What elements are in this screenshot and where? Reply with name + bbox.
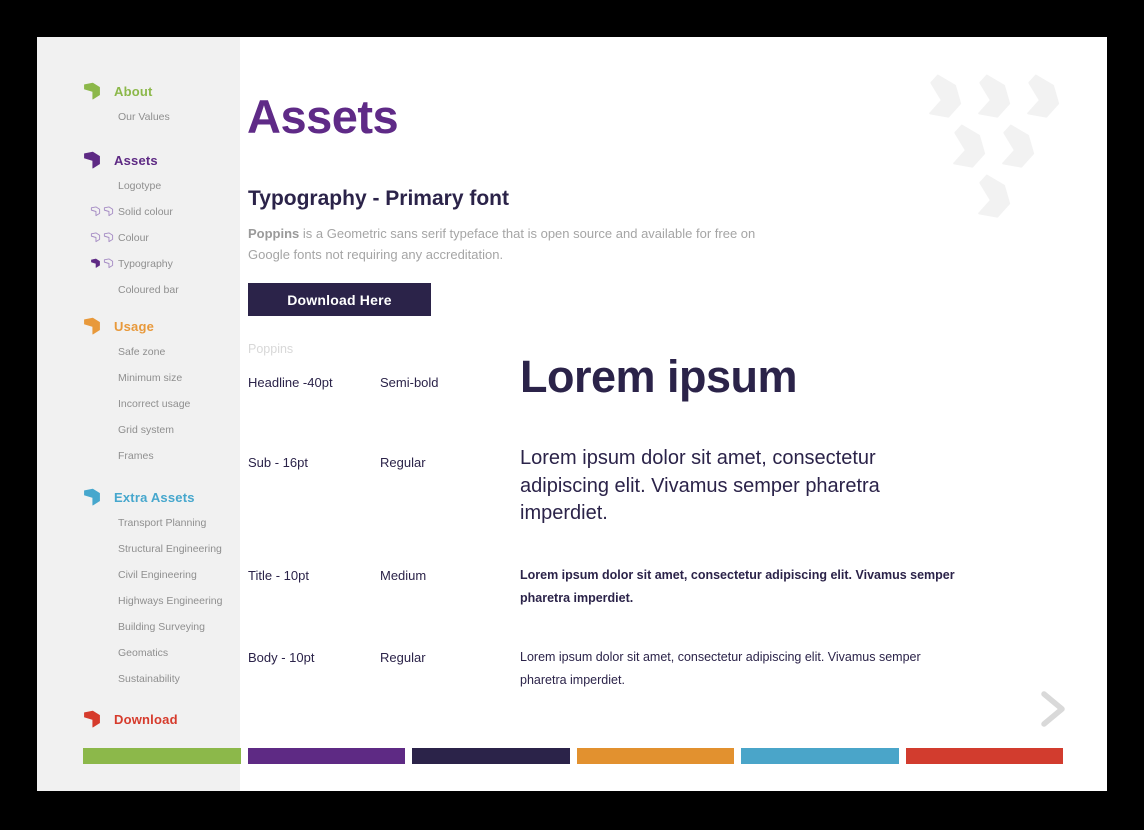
download-here-button[interactable]: Download Here (248, 283, 431, 316)
sidebar-item-building-surveying[interactable]: Building Surveying (118, 621, 205, 633)
brand-watermark (909, 71, 1107, 271)
sample-title: Lorem ipsum dolor sit amet, consectetur … (520, 564, 955, 610)
colour-bar-blue (741, 748, 899, 764)
sample-line: Lorem ipsum (520, 351, 798, 402)
sidebar-item-safe-zone[interactable]: Safe zone (118, 346, 166, 358)
sample-line: Lorem ipsum dolor sit amet, consectetur … (520, 568, 955, 582)
sidebar-item-geomatics[interactable]: Geomatics (118, 647, 169, 659)
main-content: Assets Typography - Primary font Poppins… (37, 37, 1107, 791)
spec-weight-sub: Regular (380, 455, 426, 470)
sample-line: Lorem ipsum dolor sit amet, consectetur (520, 447, 876, 469)
watermark-chevron-icon (957, 67, 1021, 131)
brand-guideline-page: About Our Values Assets Logotype Solid c… (37, 37, 1107, 791)
spec-name-sub: Sub - 16pt (248, 455, 308, 470)
spec-name-body: Body - 10pt (248, 650, 315, 665)
chevron-right-icon (1041, 691, 1065, 727)
sample-line: imperdiet. (520, 502, 608, 525)
sidebar-section-label: Download (114, 711, 178, 727)
sidebar-item-label: Solid colour (118, 206, 173, 218)
sidebar-item-sustainability[interactable]: Sustainability (118, 673, 180, 685)
colour-bar-green (83, 748, 241, 764)
sidebar-section-about[interactable]: About (37, 78, 240, 104)
intro-line1: is a Geometric sans serif typeface that … (299, 226, 756, 241)
sidebar-item-frames[interactable]: Frames (118, 450, 154, 462)
sample-line: pharetra imperdiet. (520, 673, 625, 688)
colour-bar-navy (412, 748, 570, 764)
sidebar-item-transport-planning[interactable]: Transport Planning (118, 517, 207, 529)
watermark-chevron-icon (1006, 67, 1070, 131)
colour-bar-orange (576, 748, 734, 764)
sample-headline: Lorem ipsum (520, 351, 798, 402)
spec-name-headline: Headline -40pt (248, 375, 333, 390)
intro-paragraph: Poppins is a Geometric sans serif typefa… (248, 223, 755, 266)
sidebar-section-label: Extra Assets (114, 489, 195, 505)
spec-weight-title: Medium (380, 568, 427, 583)
sidebar-section-usage[interactable]: Usage (37, 313, 240, 339)
watermark-chevron-icon (957, 167, 1021, 231)
sidebar-section-label: Assets (114, 152, 158, 168)
sidebar-section-download[interactable]: Download (37, 706, 240, 732)
sidebar-section-extra-assets[interactable]: Extra Assets (37, 484, 240, 510)
watermark-chevron-icon (932, 117, 996, 181)
sidebar-item-structural-engineering[interactable]: Structural Engineering (118, 543, 222, 555)
sidebar-item-civil-engineering[interactable]: Civil Engineering (118, 569, 197, 581)
sidebar-item-highways-engineering[interactable]: Highways Engineering (118, 595, 223, 607)
sidebar-item-incorrect-usage[interactable]: Incorrect usage (118, 398, 191, 410)
sample-sub: Lorem ipsum dolor sit amet, consectetur … (520, 445, 880, 528)
colour-bar-purple (247, 748, 405, 764)
intro-line2: Google fonts not requiring any accredita… (248, 247, 504, 263)
sidebar-item-coloured-bar[interactable]: Coloured bar (118, 284, 179, 296)
brand-colour-bars (83, 748, 1063, 764)
sidebar-item-label: Typography (118, 258, 173, 270)
sample-body: Lorem ipsum dolor sit amet, consectetur … (520, 646, 921, 692)
sidebar-item-logotype[interactable]: Logotype (118, 180, 162, 192)
spec-name-title: Title - 10pt (248, 568, 309, 583)
spec-weight-headline: Semi-bold (380, 375, 439, 390)
page-title: Assets (247, 90, 399, 143)
spec-weight-body: Regular (380, 650, 426, 665)
sidebar-section-assets[interactable]: Assets (37, 147, 240, 173)
sidebar-section-label: Usage (114, 318, 155, 334)
sample-line: pharetra imperdiet. (520, 591, 634, 606)
sidebar-item-solid-colour[interactable]: Solid colour (37, 199, 240, 225)
colour-bar-red (905, 748, 1063, 764)
sidebar-item-typography-active[interactable]: Typography (37, 251, 240, 277)
section-heading: Typography - Primary font (248, 187, 509, 210)
sidebar-item-minimum-size[interactable]: Minimum size (118, 372, 183, 384)
next-page-button[interactable] (1038, 690, 1070, 730)
sidebar-item-our-values[interactable]: Our Values (118, 111, 170, 123)
watermark-chevron-icon (981, 117, 1045, 181)
watermark-chevron-icon (908, 67, 972, 131)
sidebar-item-label: Colour (118, 232, 149, 244)
sidebar-item-colour[interactable]: Colour (37, 225, 240, 251)
sample-line: adipiscing elit. Vivamus semper pharetra (520, 474, 880, 497)
sidebar-nav: About Our Values Assets Logotype Solid c… (37, 37, 240, 791)
sidebar-section-label: About (114, 83, 153, 99)
sample-line: Lorem ipsum dolor sit amet, consectetur … (520, 650, 921, 664)
font-name-bold: Poppins (248, 226, 300, 241)
sidebar-item-grid-system[interactable]: Grid system (118, 424, 175, 436)
font-name-label: Poppins (248, 342, 294, 356)
